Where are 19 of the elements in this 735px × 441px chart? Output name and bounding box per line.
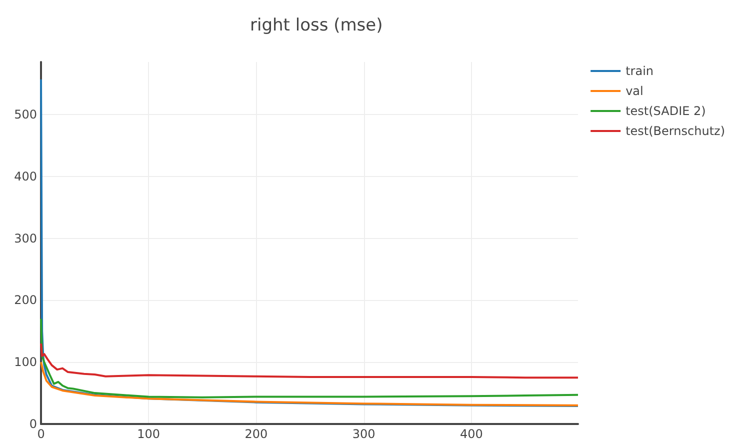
legend-label: test(SADIE 2) [626,104,706,118]
legend-label: test(Bernschutz) [626,124,726,138]
line-series [40,361,579,406]
legend-label: val [626,84,644,98]
y-tick-label: 100 [14,355,37,370]
line-series [40,342,579,379]
x-tick-label: 200 [244,427,268,441]
y-tick-label: 500 [14,108,37,122]
y-tick-label: 300 [14,231,37,246]
x-tick-label: 400 [460,427,483,441]
x-tick-label: 300 [352,427,376,441]
line-series [40,318,579,398]
y-tick-label: 400 [14,169,37,184]
y-tick-label: 0 [29,417,37,431]
y-tick-label: 200 [14,293,37,308]
chart-title: right loss (mse) [250,16,383,36]
legend-label: train [626,64,654,78]
x-tick-label: 100 [137,427,160,441]
line-series [40,78,579,408]
